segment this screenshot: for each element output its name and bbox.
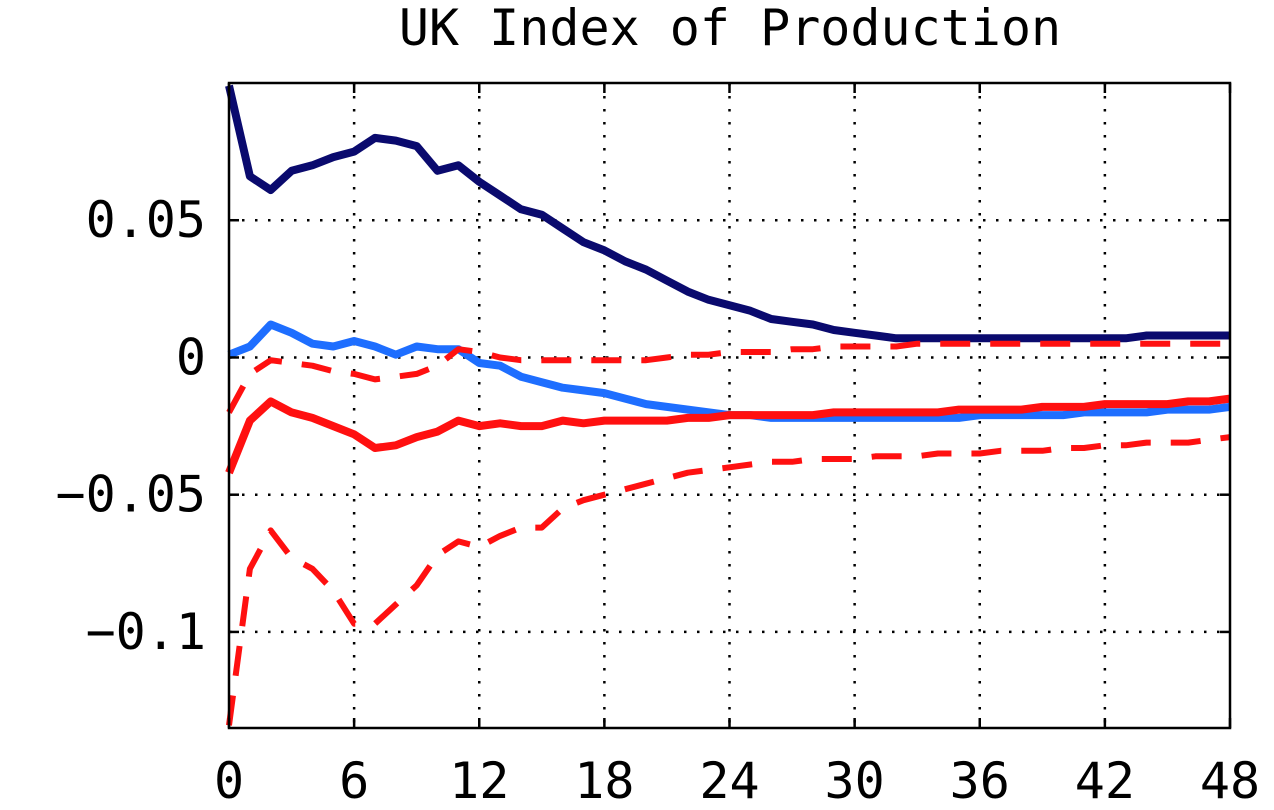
x-tick-label: 36 [950,752,1010,810]
series-layer [225,84,1231,726]
y-tick-label: −0.05 [55,466,206,524]
series-line-3 [225,394,1231,475]
x-tick-label: 18 [574,752,634,810]
series-line-4 [226,340,1230,414]
series-line-5 [226,434,1231,726]
grid [229,83,1230,728]
x-tick-label: 0 [214,752,244,810]
x-tick-label: 42 [1075,752,1135,810]
x-tick-labels: 0 6 12 18 24 30 36 42 48 [214,752,1260,810]
chart-title: UK Index of Production [399,0,1061,57]
y-tick-label: 0.05 [86,191,206,249]
tick-marks [227,83,1232,728]
y-tick-label: −0.1 [86,603,206,661]
y-tick-labels: 0.05 0 −0.05 −0.1 [55,191,206,661]
y-tick-label: 0 [176,328,206,386]
x-tick-label: 12 [449,752,509,810]
x-tick-label: 30 [825,752,885,810]
x-tick-label: 48 [1200,752,1260,810]
series-line-1 [225,84,1230,343]
x-tick-label: 24 [699,752,759,810]
x-tick-label: 6 [339,752,369,810]
